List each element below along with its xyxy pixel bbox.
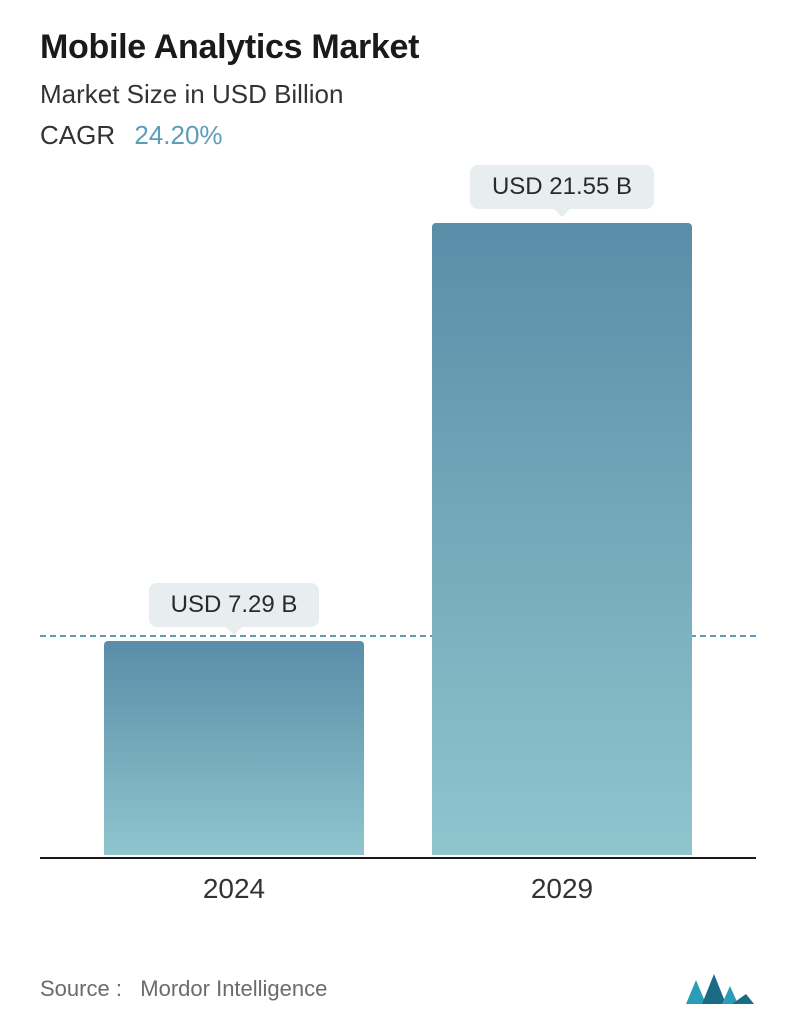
x-axis: [40, 857, 756, 859]
data-label-2029: USD 21.55 B: [470, 165, 654, 209]
cagr-row: CAGR 24.20%: [40, 120, 756, 151]
x-labels: 2024 2029: [40, 861, 756, 911]
chart-subtitle: Market Size in USD Billion: [40, 79, 756, 110]
bar-2029: [432, 223, 692, 855]
brand-logo: [684, 970, 756, 1008]
chart-title: Mobile Analytics Market: [40, 28, 756, 67]
bar-2024: [104, 641, 364, 855]
chart-area: USD 7.29 B USD 21.55 B 2024 2029: [40, 171, 756, 911]
bar-group-2029: USD 21.55 B: [422, 165, 702, 855]
source-label: Source :: [40, 976, 122, 1001]
x-label-2024: 2024: [94, 873, 374, 905]
cagr-label: CAGR: [40, 120, 115, 150]
logo-icon: [684, 970, 756, 1008]
x-label-2029: 2029: [422, 873, 702, 905]
footer: Source : Mordor Intelligence: [40, 970, 756, 1008]
bar-group-2024: USD 7.29 B: [94, 583, 374, 855]
chart-container: Mobile Analytics Market Market Size in U…: [0, 0, 796, 1034]
cagr-value: 24.20%: [134, 120, 222, 150]
source-name: Mordor Intelligence: [140, 976, 327, 1001]
source-text: Source : Mordor Intelligence: [40, 976, 327, 1002]
bars-container: USD 7.29 B USD 21.55 B: [40, 175, 756, 855]
data-label-2024: USD 7.29 B: [149, 583, 320, 627]
